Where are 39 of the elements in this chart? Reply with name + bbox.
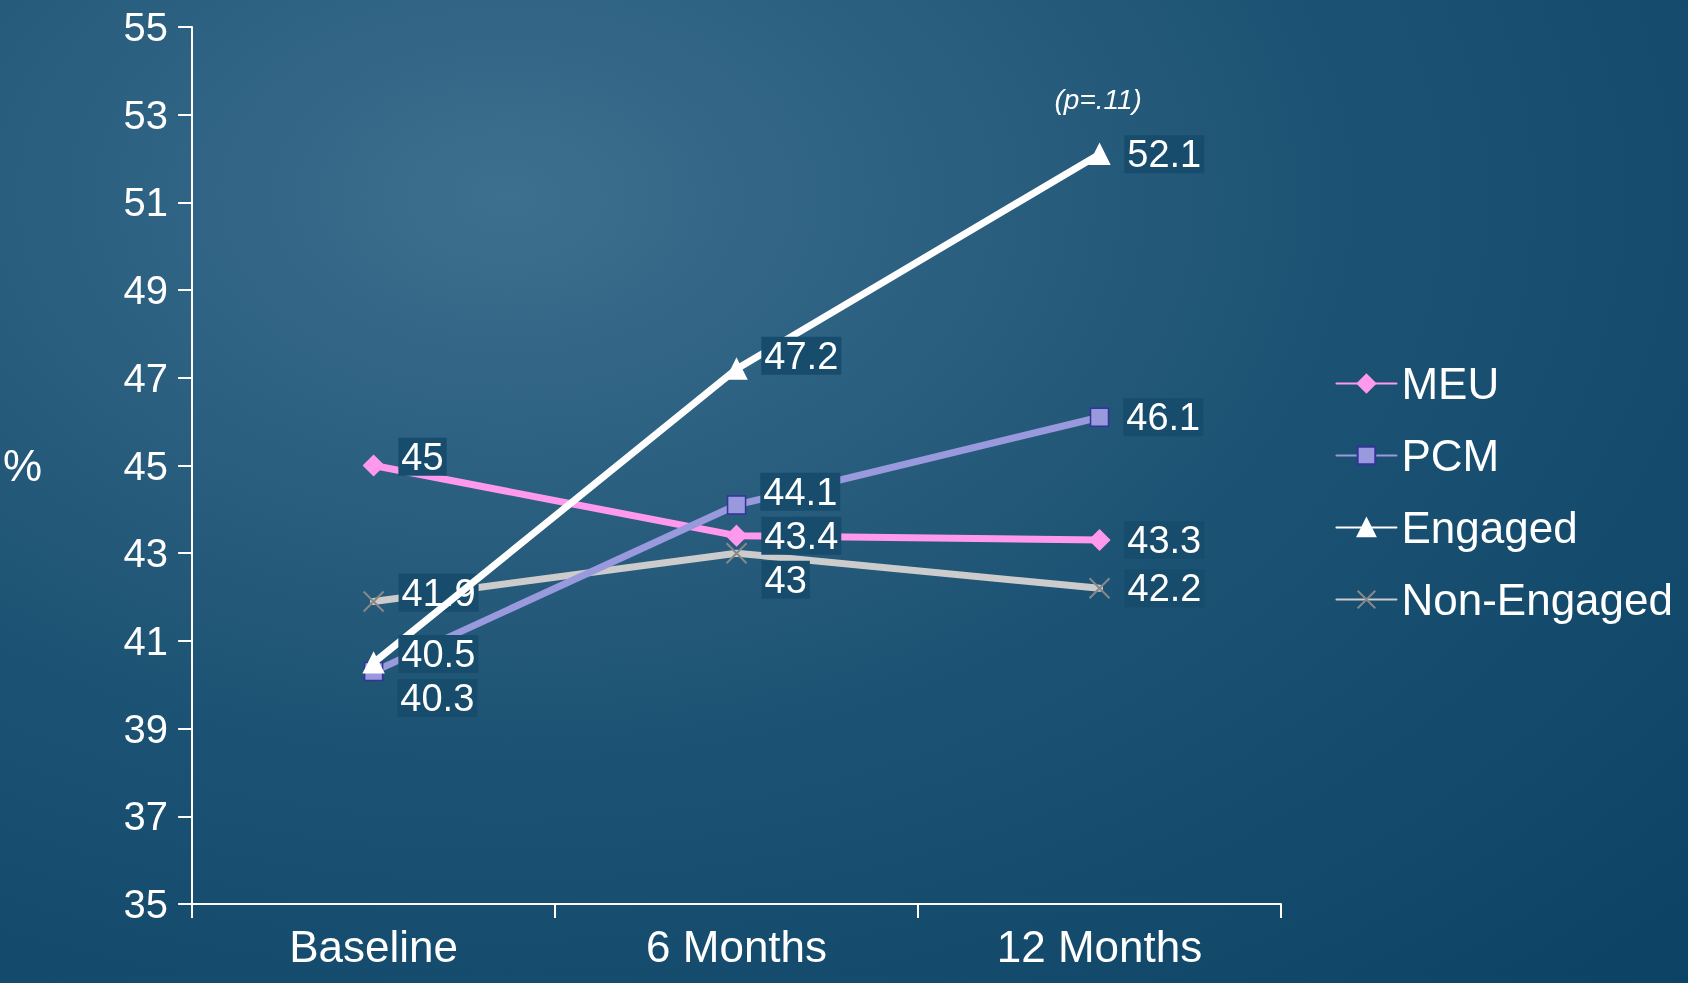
point — [725, 358, 748, 380]
point — [362, 454, 385, 477]
point — [362, 652, 385, 674]
data-label: 46.1 — [1126, 396, 1201, 439]
data-label: 40.5 — [401, 633, 476, 676]
y-tick-label: 55 — [123, 5, 169, 49]
y-tick-label: 37 — [123, 794, 169, 839]
data-label: 47.2 — [764, 334, 839, 377]
x-tick-label: Baseline — [289, 921, 458, 971]
y-tick-label: 35 — [123, 882, 169, 926]
legend-label: MEU — [1401, 359, 1500, 408]
x-tick-label: 6 Months — [646, 921, 828, 971]
point — [725, 524, 748, 547]
y-tick-label: 39 — [123, 706, 169, 751]
data-label: 43 — [764, 558, 807, 601]
point — [1088, 143, 1111, 165]
data-label: 45 — [401, 435, 444, 478]
legend-label: Non-Engaged — [1401, 575, 1674, 624]
legend-label: PCM — [1401, 431, 1500, 480]
point — [1088, 529, 1111, 551]
point — [1089, 407, 1110, 428]
data-label: 43.4 — [764, 514, 839, 557]
point — [726, 495, 747, 515]
data-label: 52.1 — [1127, 133, 1202, 176]
y-tick-label: 45 — [123, 443, 169, 488]
data-label: 42.2 — [1127, 567, 1202, 610]
annotation: (p=.11) — [1054, 83, 1142, 115]
legend-label: Engaged — [1401, 503, 1578, 552]
data-label: 40.3 — [400, 677, 475, 720]
data-label: 43.3 — [1127, 519, 1202, 562]
y-tick-label: 49 — [123, 268, 169, 313]
y-tick-label: 43 — [123, 531, 169, 576]
data-label: 44.1 — [763, 470, 838, 513]
y-tick-label: 51 — [123, 180, 169, 225]
y-tick-label: 53 — [123, 92, 169, 137]
y-tick-label: 47 — [123, 355, 169, 400]
x-tick-label: 12 Months — [996, 921, 1203, 971]
y-axis-title: % — [3, 441, 43, 490]
y-tick-label: 41 — [123, 618, 169, 663]
